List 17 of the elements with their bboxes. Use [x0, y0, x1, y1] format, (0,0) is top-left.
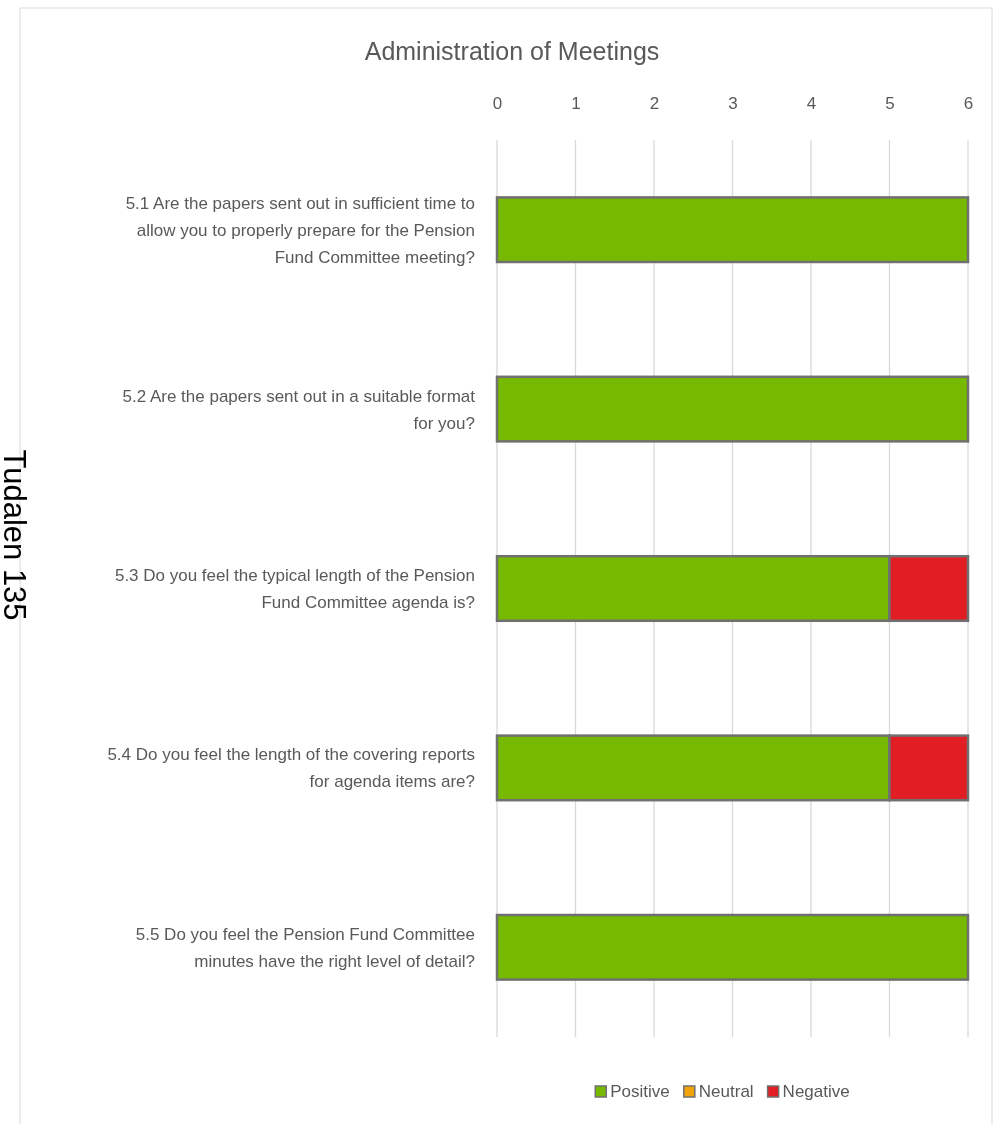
chart-title: Administration of Meetings: [364, 37, 660, 65]
x-tick-label: 5: [885, 94, 895, 113]
y-tick-label: 5.1 Are the papers sent out in sufficient time to allow you to properly prepare for the Pension Fund Committee meeting?: [125, 193, 475, 267]
x-tick-label: 2: [649, 94, 660, 113]
y-tick-label: 5.2 Are the papers sent out in a suitable format for you?: [122, 386, 476, 433]
x-tick-label: 0: [492, 94, 503, 113]
x-tick-label: 3: [728, 94, 738, 113]
legend-label: Positive: [610, 1082, 670, 1101]
legend-label: Negative: [782, 1082, 850, 1101]
y-tick-label: 5.3 Do you feel the typical length of the Pension Fund Committee agenda is?: [114, 566, 475, 612]
text: Tudalen 135: [0, 449, 32, 621]
x-tick-label: 6: [963, 94, 974, 113]
y-tick-label: 5.5 Do you feel the Pension Fund Committee minutes have the right level of detail?: [135, 924, 475, 971]
x-tick-label: 4: [806, 94, 817, 113]
y-tick-label: 5.4 Do you feel the length of the covering reports for agenda items are?: [107, 745, 475, 792]
legend-label: Neutral: [698, 1082, 754, 1101]
x-tick-label: 1: [571, 94, 581, 113]
